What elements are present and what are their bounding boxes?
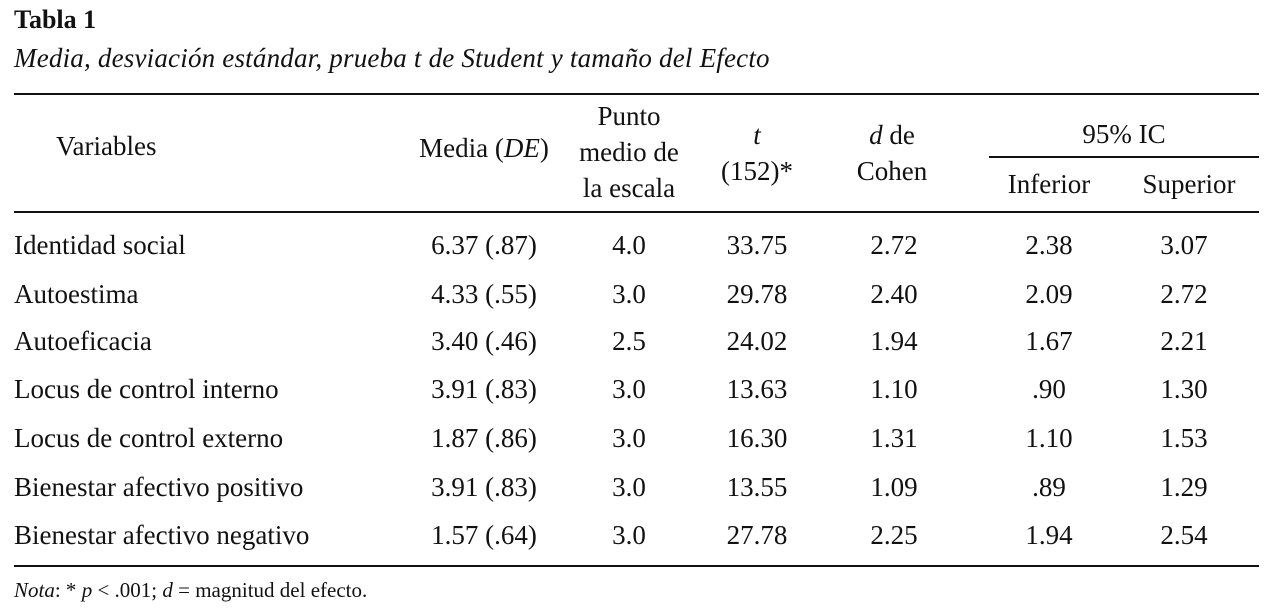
- table-subtitle: Media, desviación estándar, prueba t de …: [14, 43, 770, 73]
- cell-t: 27.78: [726, 520, 788, 550]
- top-rule: [14, 93, 1259, 95]
- cell-inferior: .90: [1032, 374, 1066, 404]
- cell-d: 1.10: [870, 374, 918, 404]
- cell-punto: 3.0: [612, 423, 646, 453]
- ic-group-rule: [989, 156, 1259, 158]
- cell-inferior: 2.38: [1025, 230, 1073, 260]
- cell-t: 13.55: [726, 472, 788, 502]
- cell-media: 3.91 (.83): [431, 472, 537, 502]
- cell-inferior: 2.09: [1025, 279, 1073, 309]
- cell-inferior: 1.10: [1025, 423, 1073, 453]
- cell-t: 33.75: [726, 230, 788, 260]
- cell-superior: 1.30: [1160, 374, 1208, 404]
- cell-d: 1.31: [870, 423, 918, 453]
- cell-t: 29.78: [726, 279, 788, 309]
- cell-media: 3.91 (.83): [431, 374, 537, 404]
- table-title: Tabla 1: [14, 5, 97, 34]
- header-rule: [14, 211, 1259, 213]
- cell-media: 4.33 (.55): [431, 279, 537, 309]
- cell-superior: 1.29: [1160, 472, 1208, 502]
- header-d-cohen: d de Cohen: [856, 120, 928, 186]
- cell-variable: Locus de control interno: [14, 374, 279, 404]
- cell-media: 3.40 (.46): [431, 326, 537, 356]
- header-media: Media (DE): [419, 133, 549, 163]
- cell-inferior: 1.67: [1025, 326, 1073, 356]
- cell-d: 1.94: [870, 326, 918, 356]
- cell-inferior: .89: [1032, 472, 1066, 502]
- cell-t: 13.63: [726, 374, 788, 404]
- cell-variable: Bienestar afectivo positivo: [14, 472, 304, 502]
- cell-media: 6.37 (.87): [431, 230, 537, 260]
- cell-punto: 3.0: [612, 279, 646, 309]
- cell-d: 2.72: [870, 230, 918, 260]
- cell-t: 16.30: [726, 423, 788, 453]
- cell-d: 2.25: [870, 520, 918, 550]
- cell-d: 2.40: [870, 279, 918, 309]
- cell-variable: Autoestima: [14, 279, 139, 309]
- cell-superior: 2.54: [1160, 520, 1208, 550]
- cell-inferior: 1.94: [1025, 520, 1073, 550]
- cell-superior: 2.72: [1160, 279, 1208, 309]
- header-ic-superior: Superior: [1142, 169, 1236, 199]
- header-variables: Variables: [56, 131, 157, 161]
- bottom-rule: [14, 565, 1259, 567]
- cell-superior: 3.07: [1160, 230, 1208, 260]
- cell-punto: 2.5: [612, 326, 646, 356]
- cell-variable: Identidad social: [14, 230, 186, 260]
- cell-superior: 1.53: [1160, 423, 1208, 453]
- cell-t: 24.02: [726, 326, 788, 356]
- cell-media: 1.87 (.86): [431, 423, 537, 453]
- cell-d: 1.09: [870, 472, 918, 502]
- header-ic-inferior: Inferior: [1007, 169, 1091, 199]
- cell-superior: 2.21: [1160, 326, 1208, 356]
- header-punto-medio: Punto medio de la escala: [579, 101, 679, 203]
- cell-media: 1.57 (.64): [431, 520, 537, 550]
- header-t: t (152)*: [721, 120, 793, 186]
- cell-variable: Bienestar afectivo negativo: [14, 520, 310, 550]
- cell-variable: Autoeficacia: [14, 326, 152, 356]
- cell-punto: 3.0: [612, 472, 646, 502]
- cell-variable: Locus de control externo: [14, 423, 284, 453]
- cell-punto: 3.0: [612, 520, 646, 550]
- cell-punto: 3.0: [612, 374, 646, 404]
- cell-punto: 4.0: [612, 230, 646, 260]
- header-ic-group: 95% IC: [1082, 119, 1166, 149]
- table-note: Nota: * p < .001; d = magnitud del efect…: [14, 578, 368, 602]
